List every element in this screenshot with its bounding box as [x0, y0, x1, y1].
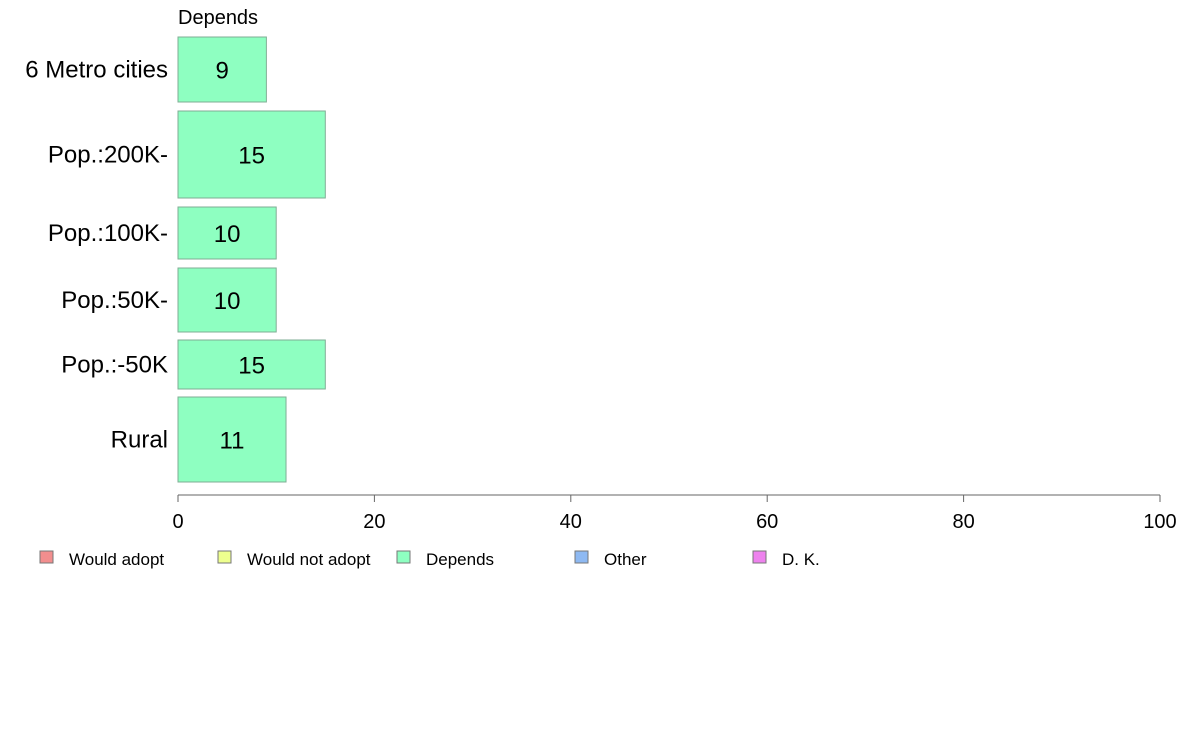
x-tick-label: 80	[952, 511, 974, 533]
legend-label: D. K.	[782, 550, 820, 569]
data-label: 11	[220, 428, 245, 455]
legend-label: Would adopt	[69, 550, 164, 569]
bar	[177, 36, 267, 103]
data-label: 15	[238, 143, 265, 170]
legend-swatch	[217, 550, 232, 564]
legend-swatch	[39, 550, 54, 564]
x-tick-label: 20	[363, 511, 385, 533]
data-label: 15	[238, 353, 265, 380]
x-tick-label: 40	[560, 511, 582, 533]
legend-swatch	[752, 550, 767, 564]
category-label: Pop.:-50K	[61, 352, 168, 379]
bars-group: 6 Metro cities 9 Pop.:200K- 15 Pop.:100K- 10 P…	[25, 36, 326, 483]
bar	[177, 267, 277, 333]
data-label: 9	[216, 58, 229, 85]
category-label: Pop.:200K-	[48, 142, 168, 169]
legend-swatch	[574, 550, 589, 564]
bar	[177, 396, 287, 483]
category-label: Pop.:100K-	[48, 220, 168, 247]
x-tick-label: 100	[1143, 511, 1176, 533]
legend-swatch	[396, 550, 411, 564]
data-label: 10	[214, 221, 241, 248]
legend-label: Depends	[426, 550, 494, 569]
category-label: Rural	[111, 427, 168, 454]
x-tick-label: 0	[172, 511, 183, 533]
category-label: 6 Metro cities	[25, 57, 168, 84]
x-tick-label: 60	[756, 511, 778, 533]
legend: Would adopt Would not adopt Depends Other D.…	[39, 550, 820, 569]
legend-label: Other	[604, 550, 647, 569]
legend-label: Would not adopt	[247, 550, 371, 569]
bar	[177, 339, 326, 390]
bar	[177, 110, 326, 199]
bar	[177, 206, 277, 260]
category-label: Pop.:50K-	[61, 287, 168, 314]
column-title: Depends	[178, 7, 258, 29]
data-label: 10	[214, 288, 241, 315]
x-axis: 0 20 40 60 80 100	[172, 494, 1177, 533]
